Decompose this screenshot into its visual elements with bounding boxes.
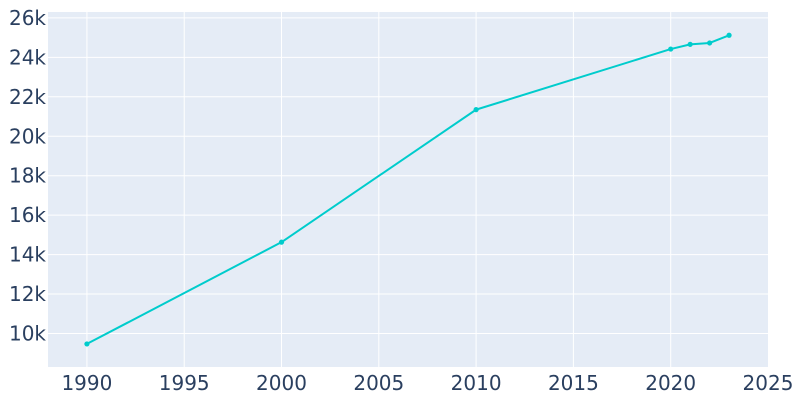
- y-tick-label: 18k: [9, 164, 46, 188]
- x-tick-label: 2015: [548, 371, 599, 395]
- data-point: [278, 239, 285, 245]
- y-axis-tick-labels: 10k 12k 14k 16k 18k 20k 22k 24k 26k: [9, 6, 46, 346]
- data-point: [687, 41, 693, 47]
- x-tick-label: 2000: [256, 371, 307, 395]
- y-tick-label: 10k: [9, 321, 46, 345]
- series-layer: [84, 32, 732, 347]
- x-tick-label: 2025: [743, 371, 794, 395]
- y-tick-label: 12k: [9, 282, 46, 306]
- data-point: [473, 107, 479, 113]
- y-tick-label: 16k: [9, 203, 46, 227]
- data-point: [726, 32, 732, 38]
- x-axis-tick-labels: 1990 1995 2000 2005 2010 2015 2020 2025: [61, 371, 793, 395]
- x-tick-label: 1995: [159, 371, 210, 395]
- x-tick-label: 2010: [451, 371, 502, 395]
- y-tick-label: 26k: [9, 6, 46, 30]
- data-point: [707, 40, 713, 46]
- grid-lines: [48, 12, 768, 367]
- data-point: [668, 46, 674, 52]
- data-point: [84, 341, 90, 347]
- y-tick-label: 24k: [9, 45, 46, 69]
- y-tick-label: 22k: [9, 85, 46, 109]
- y-tick-label: 14k: [9, 243, 46, 267]
- y-tick-label: 20k: [9, 124, 46, 148]
- plot-area: [48, 12, 768, 367]
- x-tick-label: 2005: [353, 371, 404, 395]
- x-tick-label: 1990: [61, 371, 112, 395]
- x-tick-label: 2020: [645, 371, 696, 395]
